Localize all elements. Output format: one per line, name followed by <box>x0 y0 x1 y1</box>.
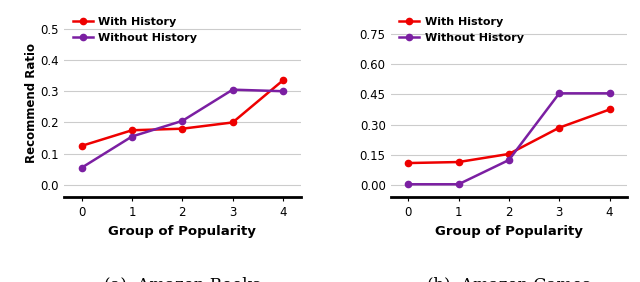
With History <box>279 79 287 82</box>
With History <box>128 129 136 132</box>
Without History <box>78 166 86 169</box>
Line: With History: With History <box>405 106 612 166</box>
With History <box>556 126 563 129</box>
Without History <box>454 182 462 186</box>
Line: Without History: Without History <box>79 87 286 171</box>
With History <box>78 144 86 147</box>
Without History <box>404 182 412 186</box>
Legend: With History, Without History: With History, Without History <box>396 14 527 46</box>
Without History <box>229 88 237 91</box>
X-axis label: Group of Popularity: Group of Popularity <box>435 225 583 238</box>
With History <box>404 161 412 165</box>
With History <box>229 121 237 124</box>
With History <box>454 160 462 164</box>
Without History <box>556 92 563 95</box>
Without History <box>128 135 136 138</box>
Line: With History: With History <box>79 77 286 149</box>
Without History <box>179 119 186 123</box>
Line: Without History: Without History <box>405 90 612 188</box>
Y-axis label: Recommend Ratio: Recommend Ratio <box>25 43 38 163</box>
Without History <box>605 92 613 95</box>
With History <box>179 127 186 130</box>
Without History <box>505 158 513 162</box>
Legend: With History, Without History: With History, Without History <box>70 14 201 46</box>
With History <box>605 108 613 111</box>
Without History <box>279 89 287 93</box>
Text: (b)  Amazon Games: (b) Amazon Games <box>427 277 591 282</box>
X-axis label: Group of Popularity: Group of Popularity <box>108 225 256 238</box>
With History <box>505 152 513 156</box>
Text: (a)  Amazon Books: (a) Amazon Books <box>104 277 260 282</box>
